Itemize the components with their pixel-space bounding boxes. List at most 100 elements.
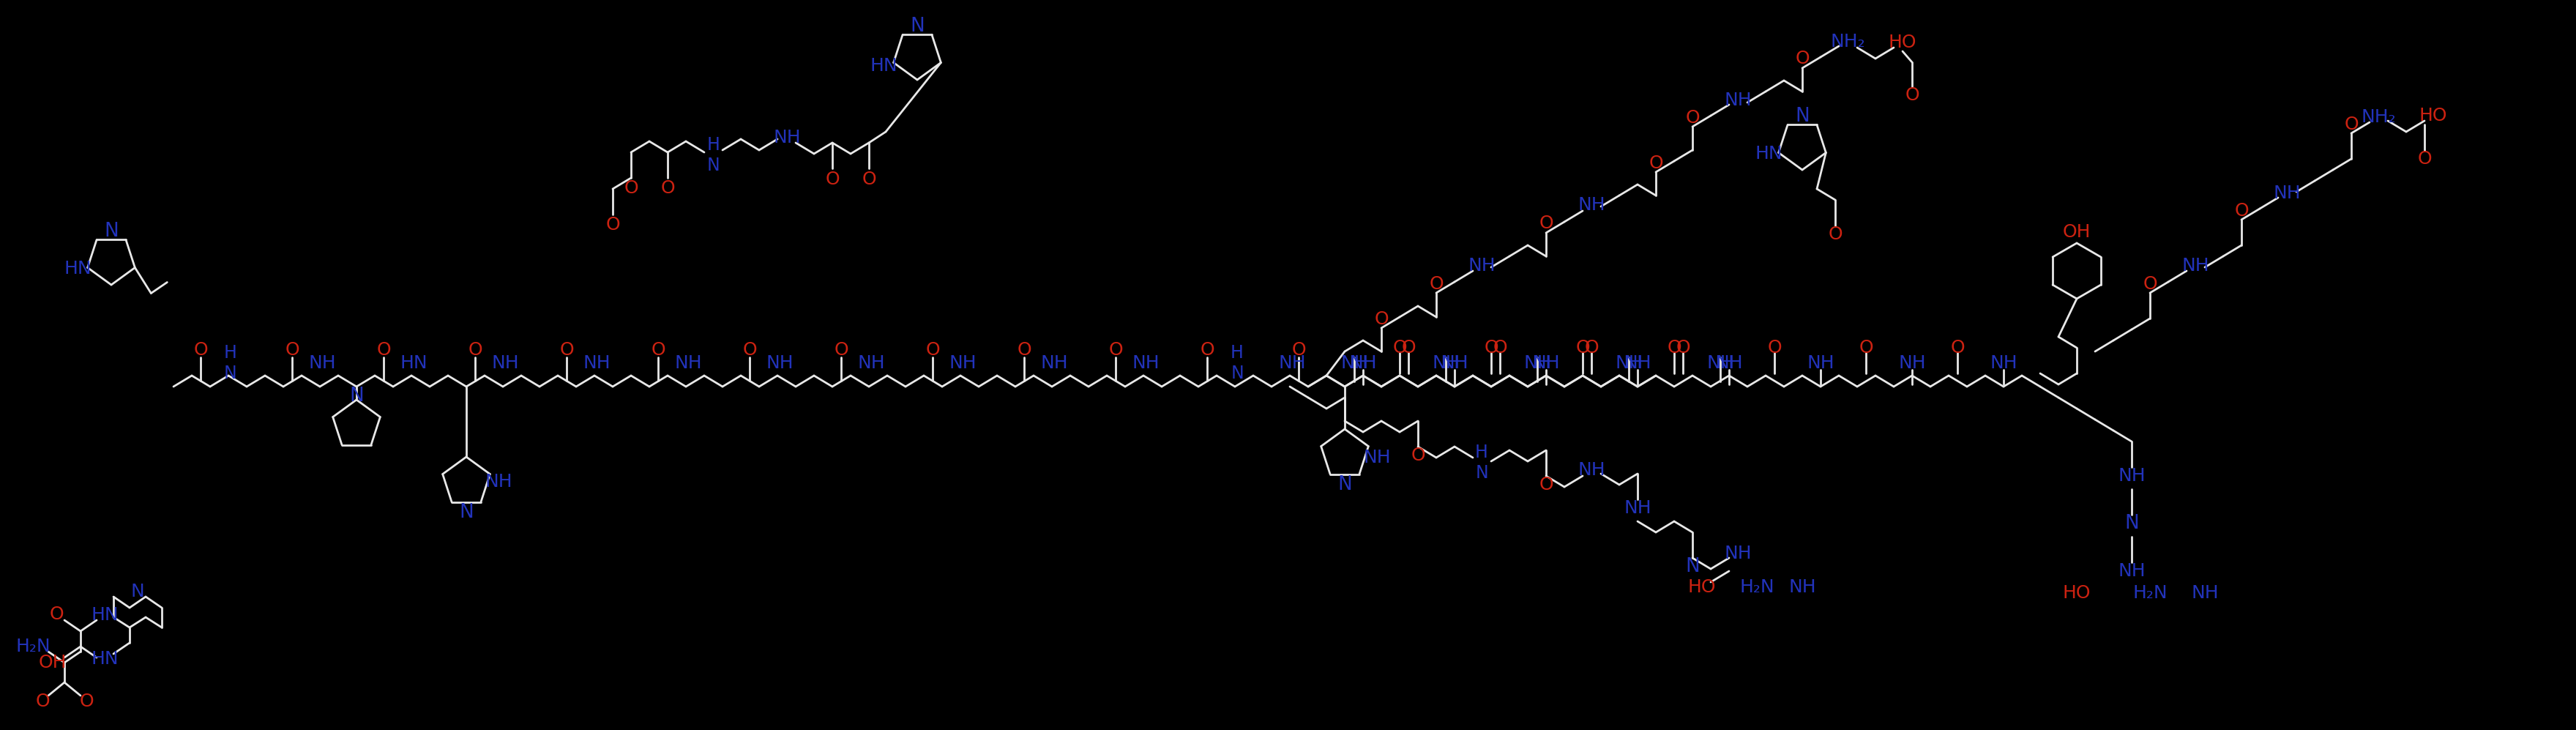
Text: O: O: [1538, 476, 1553, 493]
Text: O: O: [1795, 50, 1808, 67]
Text: NH: NH: [484, 473, 513, 491]
Text: NH: NH: [582, 354, 611, 372]
Text: O: O: [1412, 447, 1425, 464]
Text: NH: NH: [1278, 354, 1306, 372]
Text: O: O: [824, 171, 840, 188]
Text: HO: HO: [2419, 107, 2447, 125]
Text: NH: NH: [675, 354, 701, 372]
Text: NH: NH: [1705, 354, 1734, 372]
Text: NH: NH: [1363, 449, 1391, 466]
Text: HN: HN: [1754, 145, 1783, 163]
Text: NH: NH: [1577, 461, 1605, 479]
Text: O: O: [1649, 155, 1664, 172]
Text: O: O: [1291, 341, 1306, 358]
Text: NH: NH: [1788, 578, 1816, 596]
Text: NH: NH: [858, 354, 886, 372]
Text: HN: HN: [90, 606, 118, 624]
Text: O: O: [1904, 86, 1919, 104]
Text: N: N: [1685, 557, 1700, 576]
Text: O: O: [1394, 339, 1406, 356]
Text: O: O: [1430, 275, 1443, 293]
Text: HO: HO: [1687, 578, 1716, 596]
Text: NH: NH: [1806, 354, 1834, 372]
Text: O: O: [80, 693, 93, 710]
Text: O: O: [605, 216, 621, 234]
Text: NH: NH: [1623, 499, 1651, 517]
Text: NH: NH: [1899, 354, 1927, 372]
Text: O: O: [1577, 339, 1589, 356]
Text: H₂N: H₂N: [1739, 578, 1775, 596]
Text: O: O: [2344, 115, 2360, 134]
Text: N: N: [1795, 107, 1808, 126]
Text: NH: NH: [2117, 562, 2146, 580]
Text: O: O: [2233, 202, 2249, 220]
Text: O: O: [742, 341, 757, 358]
Text: NH: NH: [492, 354, 518, 372]
Text: H₂N: H₂N: [15, 638, 52, 656]
Text: H
N: H N: [1476, 444, 1489, 482]
Text: NH: NH: [309, 354, 335, 372]
Text: N: N: [459, 503, 474, 522]
Text: NH: NH: [2272, 185, 2300, 202]
Text: NH: NH: [948, 354, 976, 372]
Text: O: O: [1018, 341, 1030, 358]
Text: O: O: [1767, 339, 1783, 356]
Text: O: O: [193, 341, 209, 358]
Text: N: N: [131, 583, 144, 600]
Text: O: O: [1200, 341, 1213, 358]
Text: N: N: [350, 387, 363, 406]
Text: NH: NH: [1577, 196, 1605, 214]
Text: O: O: [652, 341, 665, 358]
Text: NH: NH: [2117, 467, 2146, 485]
Text: NH: NH: [1623, 354, 1651, 372]
Text: NH: NH: [1468, 257, 1497, 274]
Text: O: O: [659, 180, 675, 197]
Text: NH: NH: [1989, 354, 2017, 372]
Text: O: O: [286, 341, 299, 358]
Text: O: O: [1492, 339, 1507, 356]
Text: HO: HO: [1888, 34, 1917, 51]
Text: O: O: [2416, 150, 2432, 168]
Text: NH: NH: [1522, 354, 1551, 372]
Text: NH: NH: [765, 354, 793, 372]
Text: OH: OH: [39, 654, 67, 672]
Text: O: O: [1484, 339, 1499, 356]
Text: HO: HO: [2063, 584, 2092, 602]
Text: N: N: [2125, 514, 2138, 533]
Text: NH: NH: [1615, 354, 1643, 372]
Text: O: O: [2143, 275, 2156, 293]
Text: O: O: [49, 605, 64, 623]
Text: HN: HN: [64, 260, 90, 277]
Text: H₂N: H₂N: [2133, 584, 2166, 602]
Text: O: O: [469, 341, 482, 358]
Text: HN: HN: [90, 650, 118, 668]
Text: HN: HN: [871, 57, 896, 74]
Text: O: O: [925, 341, 940, 358]
Text: NH: NH: [1723, 545, 1752, 562]
Text: O: O: [36, 693, 49, 710]
Text: NH: NH: [2182, 257, 2210, 274]
Text: O: O: [623, 180, 639, 197]
Text: O: O: [835, 341, 848, 358]
Text: O: O: [559, 341, 574, 358]
Text: HN: HN: [399, 354, 428, 372]
Text: NH₂: NH₂: [1829, 33, 1865, 50]
Text: NH: NH: [1533, 354, 1561, 372]
Text: NH: NH: [1432, 354, 1461, 372]
Text: NH: NH: [1350, 354, 1376, 372]
Text: O: O: [1860, 339, 1873, 356]
Text: O: O: [1829, 226, 1842, 243]
Text: O: O: [1584, 339, 1600, 356]
Text: NH: NH: [1340, 354, 1368, 372]
Text: NH: NH: [1440, 354, 1468, 372]
Text: O: O: [1108, 341, 1123, 358]
Text: NH: NH: [1716, 354, 1744, 372]
Text: NH: NH: [1723, 91, 1752, 109]
Text: H
N: H N: [1231, 345, 1244, 382]
Text: O: O: [863, 171, 876, 188]
Text: O: O: [1667, 339, 1682, 356]
Text: N: N: [1337, 475, 1352, 494]
Text: N: N: [103, 222, 118, 241]
Text: O: O: [376, 341, 392, 358]
Text: O: O: [1950, 339, 1965, 356]
